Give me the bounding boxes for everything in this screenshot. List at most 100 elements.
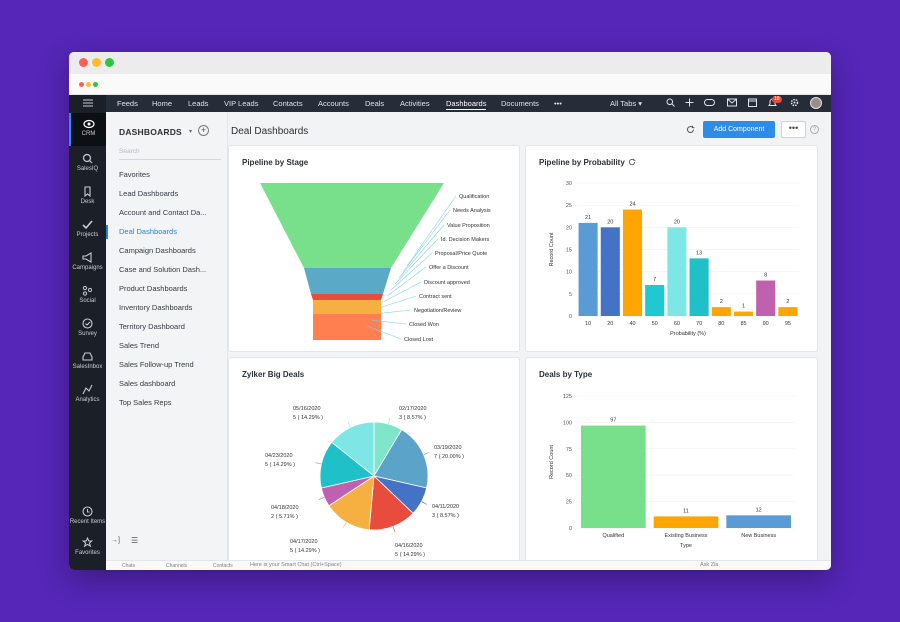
data-label: 12 xyxy=(756,507,762,513)
sidebar-item-account-contact[interactable]: Account and Contact Da... xyxy=(119,208,207,217)
analytics-icon xyxy=(82,384,93,395)
x-tick-label: 20 xyxy=(607,321,613,327)
rail-label: Campaigns xyxy=(72,265,103,271)
funnel-leader-line xyxy=(382,281,422,303)
maximize-window-button[interactable] xyxy=(105,58,114,67)
rail-item-analytics[interactable]: Analytics xyxy=(69,384,106,403)
pie-slice-value: 2 ( 5.71% ) xyxy=(271,514,298,520)
browser-bar xyxy=(69,74,831,95)
ask-zia-button[interactable]: Ask Zia xyxy=(700,562,719,568)
funnel-stage-label: Closed Lost xyxy=(404,337,434,343)
avatar[interactable] xyxy=(810,97,822,109)
nav-activities[interactable]: Activities xyxy=(400,99,430,108)
nav-vip-leads[interactable]: VIP Leads xyxy=(224,99,259,108)
nav-accounts[interactable]: Accounts xyxy=(318,99,349,108)
y-axis-label: Record Count xyxy=(549,445,555,479)
help-icon[interactable]: ? xyxy=(810,125,819,134)
nav-deals[interactable]: Deals xyxy=(365,99,385,108)
sidebar-item-sales-dashboard[interactable]: Sales dashboard xyxy=(119,379,176,388)
funnel-leader-line xyxy=(390,252,433,291)
funnel-stage-label: Needs Analysis xyxy=(453,208,491,214)
nav-feeds[interactable]: Feeds xyxy=(117,99,138,108)
sidebar-item-product-dashboards[interactable]: Product Dashboards xyxy=(119,284,188,293)
minimize-window-button[interactable] xyxy=(92,58,101,67)
rail-item-recent[interactable]: Recent Items xyxy=(69,506,106,525)
refresh-icon[interactable] xyxy=(628,158,636,166)
clock-icon xyxy=(82,506,93,517)
sidebar-item-deal-dashboards[interactable]: Deal Dashboards xyxy=(119,227,177,236)
x-tick-label: 50 xyxy=(652,321,658,327)
rail-item-favorites[interactable]: Favorites xyxy=(69,537,106,556)
more-options-button[interactable]: ••• xyxy=(781,121,806,138)
sidebar-item-top-sales-reps[interactable]: Top Sales Reps xyxy=(119,398,172,407)
smart-chat-input[interactable]: Here is your Smart Chat (Ctrl+Space) xyxy=(250,562,342,568)
rail-item-social[interactable]: Social xyxy=(69,285,106,304)
channels-button[interactable]: Channels xyxy=(166,563,188,569)
nav-contacts[interactable]: Contacts xyxy=(273,99,303,108)
pie-slice-value: 5 ( 14.29% ) xyxy=(265,462,295,468)
rail-item-salesiq[interactable]: SalesIQ xyxy=(69,153,106,172)
megaphone-icon xyxy=(82,252,92,263)
nav-home[interactable]: Home xyxy=(152,99,173,108)
pie-leader-line xyxy=(315,462,322,465)
search-placeholder: Search xyxy=(119,148,140,155)
sidebar-item-campaign-dashboards[interactable]: Campaign Dashboards xyxy=(119,246,196,255)
dashboards-sidebar: DASHBOARDS ▾ + Search Favorites Lead Das… xyxy=(106,112,228,570)
collapse-sidebar-icon[interactable]: →] xyxy=(111,537,120,544)
y-tick-label: 50 xyxy=(566,473,572,479)
pie-leader-line xyxy=(388,418,391,425)
nav-dashboards[interactable]: Dashboards xyxy=(446,99,487,110)
contacts-button[interactable]: Contacts xyxy=(213,563,233,569)
chats-button[interactable]: Chats xyxy=(122,563,136,569)
nav-leads[interactable]: Leads xyxy=(188,99,209,108)
rail-item-projects[interactable]: Projects xyxy=(69,219,106,238)
type-bar-chart: 0 25 50 75 100 125 97 Qualified 11 Existing Busin… xyxy=(549,394,795,549)
gamepad-icon[interactable] xyxy=(704,98,715,107)
sidebar-item-lead-dashboards[interactable]: Lead Dashboards xyxy=(119,189,179,198)
rail-label: Projects xyxy=(76,232,99,238)
rail-item-campaigns[interactable]: Campaigns xyxy=(69,252,106,271)
rail-item-salesinbox[interactable]: SalesInbox xyxy=(69,351,106,370)
calendar-icon[interactable] xyxy=(748,98,757,107)
tab-dot-red xyxy=(79,82,84,87)
sidebar-item-sales-followup[interactable]: Sales Follow-up Trend xyxy=(119,360,194,369)
rail-item-crm[interactable]: CRM xyxy=(69,113,106,146)
probability-bar-chart: 0 5 10 15 20 25 30 21 10 20 20 24 40 7 50 20 60 13 70 2 80 1 8… xyxy=(549,181,799,337)
data-label: 24 xyxy=(629,202,635,208)
reorder-list-icon[interactable]: ☰ xyxy=(131,536,139,545)
hamburger-menu-icon[interactable] xyxy=(69,99,106,109)
chevron-down-icon[interactable]: ▾ xyxy=(189,129,193,135)
sidebar-item-favorites[interactable]: Favorites xyxy=(119,170,150,179)
funnel-leader-line xyxy=(378,295,417,309)
data-label: 8 xyxy=(764,273,767,279)
all-tabs-dropdown[interactable]: All Tabs ▾ xyxy=(610,99,642,108)
nav-documents[interactable]: Documents xyxy=(501,99,539,108)
funnel-segment xyxy=(304,268,391,294)
add-component-button[interactable]: Add Component xyxy=(703,121,775,138)
pie-leader-line xyxy=(347,421,351,428)
close-window-button[interactable] xyxy=(79,58,88,67)
mail-icon[interactable] xyxy=(727,98,737,107)
sidebar-item-sales-trend[interactable]: Sales Trend xyxy=(119,341,160,350)
bar xyxy=(645,284,665,316)
pie-slice-value: 5 ( 14.29% ) xyxy=(293,415,323,421)
rail-item-desk[interactable]: Desk xyxy=(69,186,106,205)
app-rail: CRM SalesIQ Desk Projects Campaigns Soci… xyxy=(69,95,106,570)
pie-slice-value: 3 ( 8.57% ) xyxy=(399,415,426,421)
refresh-icon[interactable] xyxy=(686,125,695,134)
add-dashboard-button[interactable]: + xyxy=(198,125,209,136)
y-tick-label: 100 xyxy=(563,420,572,426)
rail-label: SalesInbox xyxy=(72,364,103,370)
nav-more[interactable]: ••• xyxy=(554,99,562,108)
search-icon[interactable] xyxy=(666,98,675,107)
bar xyxy=(726,515,792,528)
sidebar-item-territory-dashboard[interactable]: Territory Dashboard xyxy=(119,322,185,331)
pie-slice-label: 02/17/2020 xyxy=(399,406,427,412)
plus-icon[interactable] xyxy=(685,98,694,107)
rail-item-survey[interactable]: Survey xyxy=(69,318,106,337)
data-label: 2 xyxy=(720,299,723,305)
sidebar-item-inventory-dashboards[interactable]: Inventory Dashboards xyxy=(119,303,193,312)
gear-icon[interactable] xyxy=(790,98,799,107)
sidebar-search-input[interactable]: Search xyxy=(119,148,221,160)
sidebar-item-case-solution[interactable]: Case and Solution Dash... xyxy=(119,265,207,274)
